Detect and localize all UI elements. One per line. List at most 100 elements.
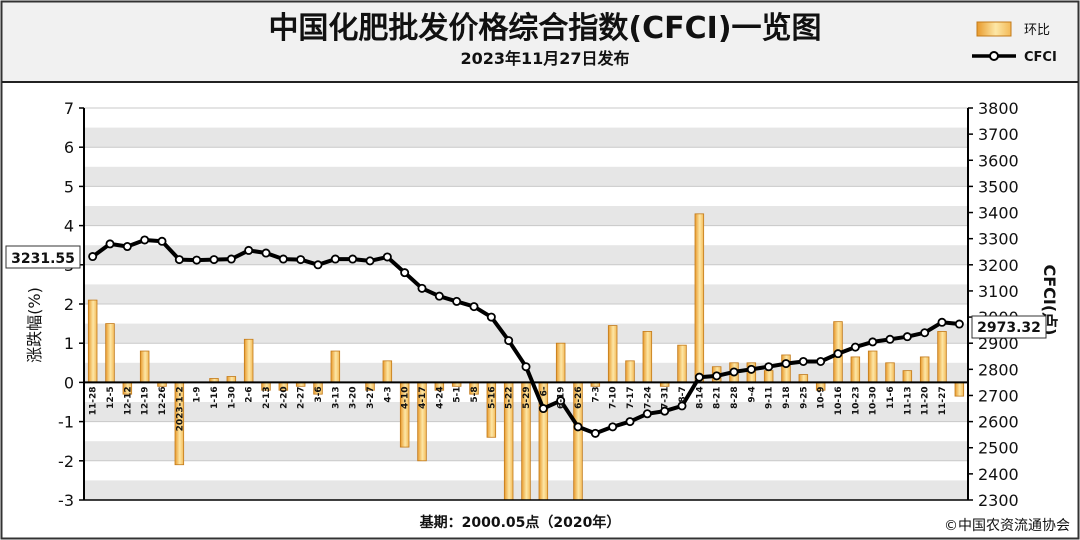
cfci-point (885, 334, 895, 344)
right-tick-label: 2500 (978, 439, 1019, 458)
cfci-point (157, 236, 167, 246)
category-label: 2-13 (262, 386, 272, 409)
bar (243, 338, 254, 383)
bar (798, 374, 809, 383)
cfci-point (192, 255, 202, 265)
plot-band (84, 127, 968, 148)
category-label: 6-19 (557, 386, 567, 409)
left-tick-label: 4 (64, 217, 74, 236)
callout-first-value: 3231.55 (11, 251, 75, 267)
cfci-point (902, 332, 912, 342)
bar (607, 325, 618, 383)
category-label: 8-7 (678, 386, 688, 402)
right-tick-label: 3500 (978, 177, 1019, 196)
plot-band (84, 206, 968, 226)
cfci-point (729, 367, 739, 377)
category-label: 2-20 (279, 386, 289, 409)
left-tick-label: -1 (58, 413, 74, 432)
cfci-point (660, 406, 670, 416)
right-tick-label: 2800 (978, 360, 1019, 379)
bar (105, 323, 115, 383)
right-tick-label: 3100 (978, 282, 1019, 301)
bar (781, 354, 791, 383)
bar (642, 331, 653, 383)
legend-bar-swatch (976, 21, 1012, 37)
category-label: 9-4 (747, 386, 757, 402)
category-label: 9-11 (765, 386, 775, 409)
bar (87, 299, 98, 383)
cfci-point (694, 372, 704, 382)
category-label: 7-10 (609, 386, 619, 409)
cfci-point (261, 248, 271, 258)
cfci-point (816, 356, 826, 366)
header-band (2, 2, 1078, 82)
category-label: 3-27 (366, 386, 376, 409)
cfci-point (608, 422, 618, 432)
chart-title: 中国化肥批发价格综合指数(CFCI)一览图 (268, 11, 821, 46)
cfci-point (330, 254, 340, 264)
category-label: 7-31 (661, 386, 671, 409)
cfci-point (226, 254, 236, 264)
left-axis-ticks: -3-2-101234567 (58, 99, 84, 510)
category-label: 3-13 (331, 386, 341, 409)
right-tick-label: 2600 (978, 413, 1019, 432)
bar (954, 381, 965, 397)
right-tick-label: 3400 (978, 204, 1019, 223)
cfci-point (469, 302, 479, 312)
category-label: 11-6 (886, 386, 896, 409)
callout-last-value: 2973.32 (977, 320, 1041, 336)
category-label: 12-19 (141, 386, 151, 415)
bar (625, 360, 635, 383)
category-label: 8-28 (730, 386, 740, 409)
category-label: 2023-1-2 (175, 386, 185, 431)
cfci-point (105, 239, 115, 249)
category-label: 10-30 (869, 386, 879, 415)
category-label: 2-6 (245, 386, 255, 402)
category-label: 4-17 (418, 386, 428, 409)
y-axis-title: 涨跌幅(%) (25, 287, 44, 363)
right-tick-label: 2700 (978, 386, 1019, 405)
category-label: 10-16 (834, 386, 844, 415)
cfci-point (746, 364, 756, 374)
callout-first: 3231.55 (5, 245, 81, 269)
category-label: 5-8 (470, 386, 480, 402)
category-label: 11-20 (921, 386, 931, 415)
category-label: 4-10 (401, 386, 411, 409)
cfci-point (625, 417, 635, 427)
callout-last-box (971, 315, 1047, 339)
cfci-point (434, 291, 444, 301)
cfci-point (798, 356, 808, 366)
category-label: 1-30 (227, 386, 237, 409)
right-tick-label: 3800 (978, 99, 1019, 118)
left-tick-label: 2 (64, 295, 74, 314)
cfci-point (850, 342, 860, 352)
category-label: 8-21 (713, 386, 723, 409)
left-tick-label: 1 (64, 334, 74, 353)
cfci-point (452, 296, 462, 306)
left-tick-label: 7 (64, 99, 74, 118)
cfci-point (590, 428, 600, 438)
category-label: 1-9 (193, 386, 203, 402)
cfci-point (88, 252, 98, 262)
left-tick-label: 5 (64, 177, 74, 196)
cfci-point (712, 371, 722, 381)
cfci-point (954, 319, 964, 329)
cfci-point (573, 422, 583, 432)
category-label: 3-20 (349, 386, 359, 409)
cfci-point (677, 401, 687, 411)
bar (867, 350, 878, 383)
cfci-point (920, 328, 930, 338)
plot-band (84, 166, 968, 187)
bar (850, 356, 861, 383)
legend-line-marker (989, 51, 999, 61)
category-label: 9-25 (799, 386, 809, 409)
callout-first-box (5, 245, 81, 269)
cfci-point (140, 235, 150, 245)
plot-band (84, 284, 968, 304)
category-label: 10-9 (817, 386, 827, 409)
category-labels: 11-28 12-5 12-12 12-19 12-26 2023-1-2 1-9 1-16 1… (89, 386, 948, 431)
category-label: 7-24 (643, 386, 653, 409)
right-tick-label: 2400 (978, 465, 1019, 484)
cfci-point (556, 396, 566, 406)
